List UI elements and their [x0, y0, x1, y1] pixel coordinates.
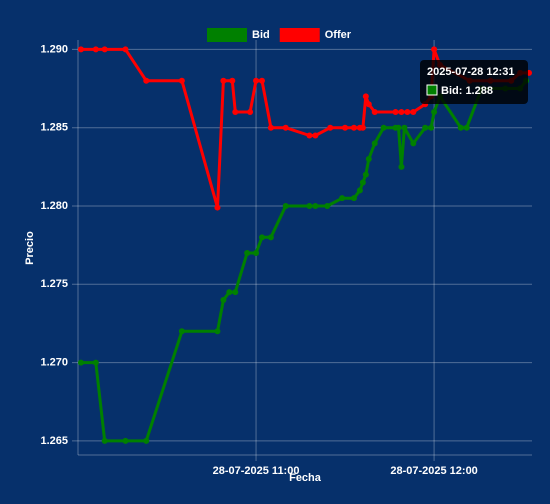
data-point: [327, 124, 334, 131]
data-point: [244, 249, 251, 256]
y-tick-label: 1.265: [40, 435, 68, 447]
data-point: [258, 234, 265, 241]
legend-label: Offer: [325, 29, 352, 41]
data-point: [101, 437, 108, 444]
data-point: [350, 195, 357, 202]
data-point: [362, 93, 369, 100]
data-point: [463, 124, 470, 131]
data-point: [214, 328, 221, 335]
data-point: [395, 124, 402, 131]
data-point: [431, 109, 438, 116]
data-point: [258, 77, 265, 84]
data-point: [356, 187, 363, 194]
data-point: [143, 77, 150, 84]
y-tick-label: 1.270: [40, 357, 68, 369]
tooltip: 2025-07-28 12:31 Bid: 1.288: [420, 60, 528, 104]
data-point: [92, 359, 99, 366]
legend-swatch: [207, 28, 247, 42]
data-point: [214, 204, 221, 211]
data-point: [339, 195, 346, 202]
tooltip-label: Bid: 1.288: [441, 85, 493, 97]
data-point: [92, 46, 99, 53]
tooltip-title: 2025-07-28 12:31: [427, 66, 514, 78]
data-point: [122, 437, 129, 444]
data-point: [253, 249, 260, 256]
data-point: [232, 289, 239, 296]
y-tick-label: 1.285: [40, 122, 68, 134]
data-point: [253, 77, 260, 84]
x-axis-title: Fecha: [289, 472, 322, 484]
data-point: [404, 109, 411, 116]
data-point: [428, 124, 435, 131]
data-point: [306, 132, 313, 139]
series-line: [81, 47, 529, 210]
y-tick-label: 1.280: [40, 200, 68, 212]
data-point: [282, 203, 289, 209]
data-point: [312, 203, 319, 209]
x-tick-label: 28-07-2025 12:00: [390, 465, 477, 477]
data-point: [247, 109, 254, 116]
data-point: [143, 437, 150, 444]
tooltip-swatch: [426, 84, 438, 96]
data-point: [77, 359, 84, 366]
data-point: [229, 77, 236, 84]
data-point: [398, 163, 405, 170]
data-point: [178, 77, 185, 84]
data-point: [392, 109, 399, 116]
data-point: [306, 203, 313, 209]
tooltip-box: [420, 60, 528, 104]
data-point: [220, 296, 227, 303]
data-point: [267, 124, 274, 131]
data-point: [410, 109, 417, 116]
data-point: [365, 156, 372, 163]
data-point: [380, 124, 387, 131]
data-point: [324, 203, 331, 209]
data-point: [359, 124, 366, 131]
data-point: [457, 124, 464, 131]
data-point: [232, 109, 239, 116]
data-point: [401, 124, 408, 131]
y-tick-label: 1.290: [40, 43, 68, 55]
legend-swatch: [279, 28, 320, 42]
data-point: [398, 109, 405, 116]
data-point: [220, 77, 227, 84]
x-tick-label: 28-07-2025 11:00: [213, 465, 300, 477]
data-point: [371, 140, 378, 147]
data-point: [362, 171, 369, 178]
y-tick-label: 1.275: [40, 278, 68, 290]
y-axis-title: Precio: [24, 231, 36, 265]
data-point: [410, 140, 417, 147]
data-point: [312, 132, 319, 139]
data-point: [226, 289, 233, 296]
legend-label: Bid: [252, 29, 270, 41]
data-point: [101, 46, 108, 53]
data-point: [371, 109, 378, 116]
data-point: [422, 124, 429, 131]
data-point: [122, 46, 129, 53]
data-point: [267, 234, 274, 241]
data-point: [431, 46, 438, 53]
data-point: [359, 179, 366, 186]
data-point: [365, 101, 372, 108]
data-point: [282, 124, 289, 131]
data-point: [342, 124, 349, 131]
data-point: [350, 124, 357, 131]
data-point: [77, 46, 84, 53]
data-point: [178, 328, 185, 335]
